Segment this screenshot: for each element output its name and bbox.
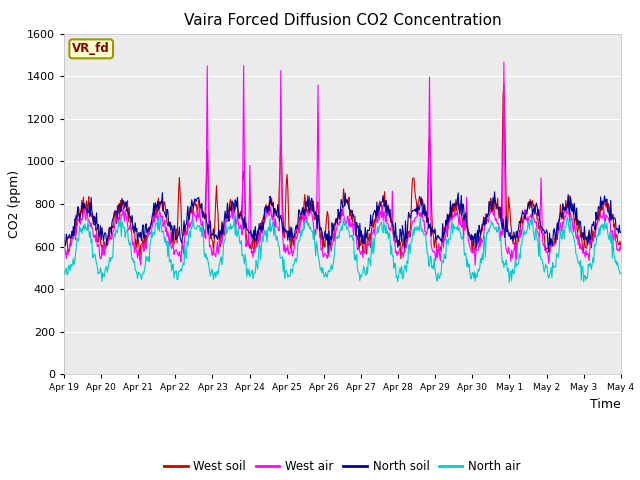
North air bbox=[230, 213, 238, 219]
West air bbox=[617, 247, 625, 252]
North soil bbox=[324, 250, 332, 256]
West soil bbox=[185, 214, 193, 219]
West soil bbox=[136, 257, 144, 263]
North air bbox=[411, 224, 419, 230]
North air bbox=[428, 254, 435, 260]
Text: VR_fd: VR_fd bbox=[72, 42, 110, 55]
West soil bbox=[617, 242, 625, 248]
West soil bbox=[428, 180, 435, 185]
North air bbox=[506, 280, 513, 286]
North soil bbox=[127, 220, 135, 226]
North air bbox=[184, 243, 192, 249]
X-axis label: Time: Time bbox=[590, 398, 621, 411]
West soil bbox=[70, 228, 78, 234]
Y-axis label: CO2 (ppm): CO2 (ppm) bbox=[8, 170, 21, 238]
North soil bbox=[60, 232, 68, 238]
West air bbox=[60, 246, 68, 252]
West air bbox=[127, 226, 135, 232]
Line: West soil: West soil bbox=[64, 84, 621, 260]
West air bbox=[472, 263, 479, 268]
Line: North air: North air bbox=[64, 216, 621, 283]
Line: North soil: North soil bbox=[64, 192, 621, 253]
West air bbox=[410, 219, 418, 225]
North soil bbox=[70, 233, 78, 239]
North soil bbox=[428, 233, 435, 239]
North air bbox=[127, 251, 135, 256]
North soil bbox=[411, 206, 419, 212]
West soil bbox=[411, 188, 419, 193]
North soil bbox=[491, 189, 499, 195]
West air bbox=[214, 239, 221, 245]
North air bbox=[70, 262, 78, 268]
West soil bbox=[127, 228, 135, 234]
Title: Vaira Forced Diffusion CO2 Concentration: Vaira Forced Diffusion CO2 Concentration bbox=[184, 13, 501, 28]
North soil bbox=[184, 204, 192, 209]
West air bbox=[500, 60, 508, 65]
North air bbox=[214, 268, 221, 274]
West air bbox=[184, 227, 192, 233]
West soil bbox=[214, 212, 222, 217]
Legend: West soil, West air, North soil, North air: West soil, West air, North soil, North a… bbox=[159, 455, 525, 478]
North air bbox=[617, 271, 625, 276]
West soil bbox=[60, 247, 68, 253]
North soil bbox=[617, 229, 625, 235]
North air bbox=[60, 268, 68, 274]
North soil bbox=[214, 237, 221, 242]
Line: West air: West air bbox=[64, 62, 621, 265]
West soil bbox=[500, 81, 508, 86]
West air bbox=[70, 223, 78, 229]
West air bbox=[426, 164, 434, 169]
